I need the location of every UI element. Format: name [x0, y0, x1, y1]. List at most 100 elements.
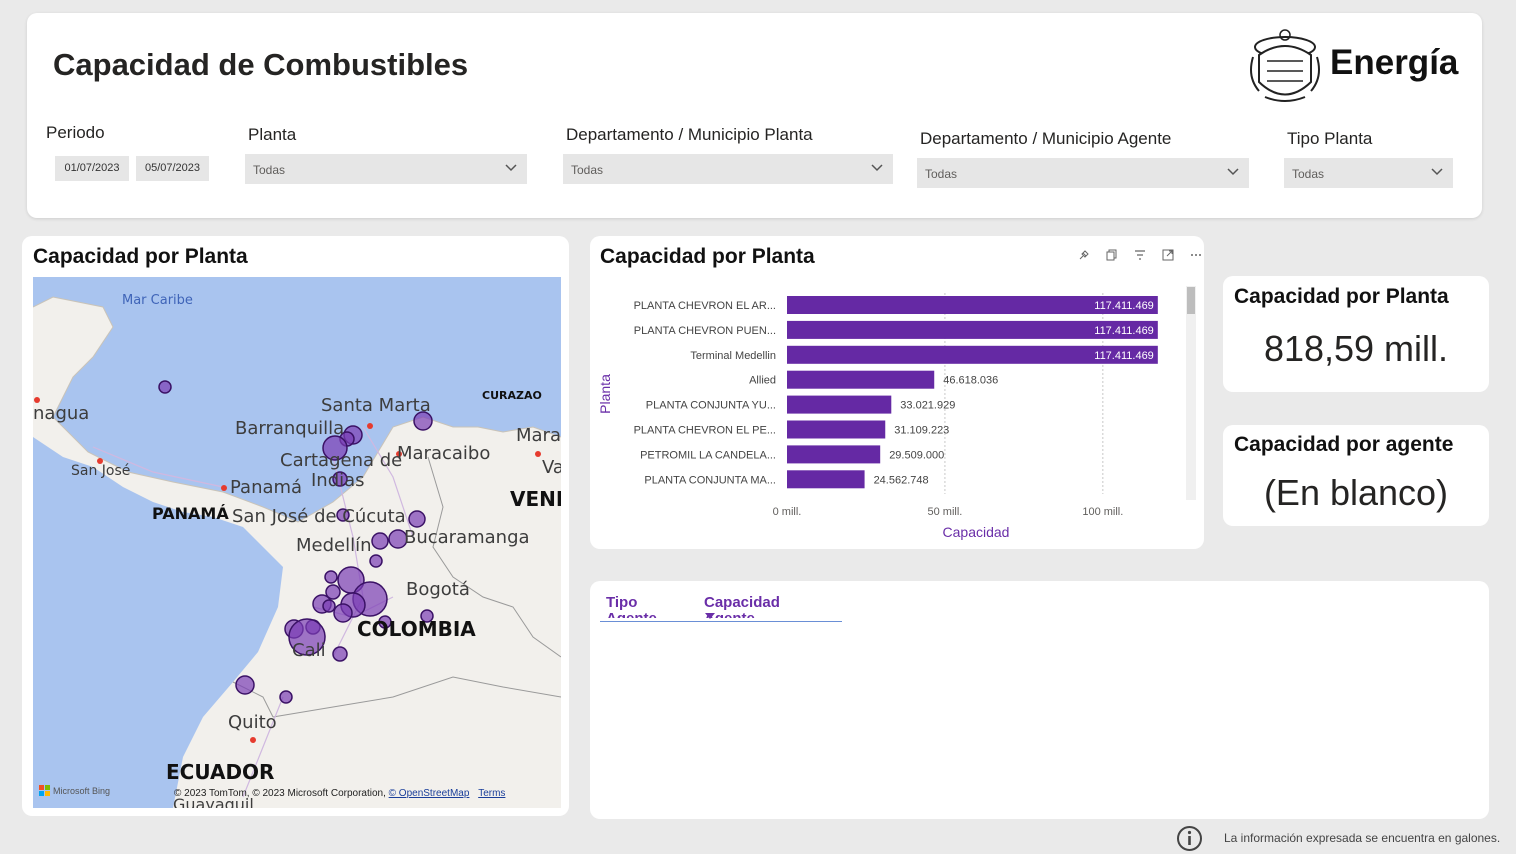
- map-label-medellin: Medellín: [296, 535, 372, 556]
- kpi-capacidad-planta: Capacidad por Planta 818,59 mill.: [1223, 276, 1489, 392]
- column-header-tipo-agente[interactable]: Tipo Agente: [606, 595, 657, 618]
- plant-bubble[interactable]: [332, 646, 348, 662]
- chevron-down-icon: [871, 164, 883, 172]
- plant-bubble[interactable]: [378, 615, 392, 629]
- city-dot: [221, 485, 227, 491]
- map-label-colombia: COLOMBIA: [357, 617, 476, 641]
- bubble-map[interactable]: Mar Caribe nagua Santa Marta CURAZAO Bar…: [33, 277, 561, 808]
- bar-chart-visual: Capacidad por Planta 0 mill. 50 mill. 100 …: [590, 236, 1204, 549]
- bar-chart-title: Capacidad por Planta: [600, 245, 815, 268]
- coastline: [33, 296, 561, 523]
- plant-bubble[interactable]: [158, 380, 172, 394]
- city-dot: [535, 451, 541, 457]
- plant-bubble[interactable]: [235, 675, 255, 695]
- map-label-maracaibo: Maracaibo: [397, 443, 491, 464]
- depto-agente-dropdown[interactable]: Todas: [917, 158, 1249, 188]
- column-header-capacidad-agente[interactable]: Capacidad Agente: [704, 595, 780, 618]
- x-tick-label: 0 mill.: [773, 506, 802, 518]
- plant-bubble[interactable]: [324, 570, 338, 584]
- map-label-curazao: CURAZAO: [482, 389, 542, 402]
- data-label: 46.618.036: [943, 375, 998, 387]
- planta-dropdown[interactable]: Todas: [245, 154, 527, 184]
- kpi-agente-title: Capacidad por agente: [1234, 433, 1454, 456]
- map-label-va: Va: [542, 457, 561, 478]
- y-category-label: PLANTA CONJUNTA MA...: [644, 474, 776, 486]
- focus-icon[interactable]: [1162, 249, 1174, 261]
- chevron-down-icon: [1227, 168, 1239, 176]
- plant-bubble[interactable]: [420, 609, 434, 623]
- x-tick-label: 100 mill.: [1082, 506, 1123, 518]
- map-visual: Capacidad por Planta: [22, 236, 569, 816]
- copy-icon[interactable]: [1106, 249, 1117, 261]
- map-label-santa-marta: Santa Marta: [321, 395, 431, 416]
- bar-chart: 0 mill. 50 mill. 100 mill. PLANTA CHEVRON E…: [597, 249, 1201, 540]
- pin-icon[interactable]: [1079, 250, 1089, 260]
- plant-bubble[interactable]: [322, 435, 348, 461]
- roads: [92, 426, 414, 798]
- bar[interactable]: [787, 470, 865, 489]
- map-label-indias: Indias: [311, 470, 365, 491]
- plant-bubble[interactable]: [371, 532, 389, 550]
- data-label: 29.509.000: [889, 449, 944, 461]
- plant-bubble[interactable]: [413, 411, 433, 431]
- map-label-venezuela: VENE: [510, 487, 561, 511]
- chevron-down-icon: [505, 164, 517, 172]
- map-label-cucuta: San José de Cúcuta: [232, 506, 406, 527]
- bar[interactable]: [787, 445, 881, 464]
- table-header-divider: [600, 621, 842, 622]
- map-label-cartagena: Cartagena de: [280, 450, 403, 471]
- page-title: Capacidad de Combustibles: [53, 47, 469, 82]
- data-label: 117.411.469: [1094, 350, 1154, 362]
- map-label-panama-city: Panamá: [230, 477, 303, 498]
- city-dot: [250, 737, 256, 743]
- bar[interactable]: [787, 320, 1158, 339]
- data-label: 117.411.469: [1094, 300, 1154, 312]
- bar[interactable]: [787, 420, 886, 439]
- y-category-label: PLANTA CHEVRON PUEN...: [634, 325, 776, 337]
- filter-icon[interactable]: [1135, 250, 1145, 260]
- city-dot: [34, 397, 40, 403]
- end-date-input[interactable]: 05/07/2023: [136, 156, 209, 181]
- plant-bubble[interactable]: [325, 584, 341, 600]
- plant-bubble[interactable]: [279, 690, 293, 704]
- plant-bubble[interactable]: [369, 554, 383, 568]
- plant-bubble[interactable]: [288, 618, 326, 656]
- terms-link[interactable]: Terms: [478, 788, 506, 799]
- x-axis-title: Capacidad: [943, 524, 1010, 540]
- plant-bubble[interactable]: [332, 471, 348, 487]
- plant-bubble[interactable]: [336, 508, 350, 522]
- info-icon: [1177, 826, 1202, 851]
- tipo-planta-dropdown[interactable]: Todas: [1284, 158, 1453, 188]
- map-label-mara: Mara: [516, 425, 561, 446]
- bar[interactable]: [787, 296, 1158, 314]
- depto-agente-label: Departamento / Municipio Agente: [920, 129, 1172, 148]
- tipo-planta-dropdown-value: Todas: [1292, 167, 1325, 181]
- scrollbar-thumb[interactable]: [1187, 287, 1195, 314]
- depto-agente-dropdown-value: Todas: [925, 167, 958, 181]
- map-attribution: © 2023 TomTom, © 2023 Microsoft Corporat…: [174, 788, 505, 799]
- y-axis-title: Planta: [597, 374, 613, 414]
- scrollbar-track[interactable]: [1186, 286, 1196, 500]
- osm-link[interactable]: © OpenStreetMap: [388, 788, 470, 799]
- planta-label: Planta: [248, 125, 297, 144]
- y-category-label: Terminal Medellin: [690, 350, 776, 362]
- map-label-quito: Quito: [228, 712, 277, 733]
- plant-bubble[interactable]: [333, 603, 353, 623]
- plant-bubble[interactable]: [408, 510, 426, 528]
- kpi-planta-title: Capacidad por Planta: [1234, 285, 1449, 308]
- agent-table: Tipo Agente Capacidad Agente: [590, 581, 1489, 819]
- microsoft-logo-icon: [39, 785, 50, 796]
- plant-bubble[interactable]: [322, 599, 336, 613]
- bar[interactable]: [787, 395, 892, 414]
- start-date-input[interactable]: 01/07/2023: [55, 156, 129, 181]
- depto-planta-dropdown[interactable]: Todas: [563, 154, 893, 184]
- tipo-planta-label: Tipo Planta: [1287, 129, 1373, 148]
- kpi-planta-value: 818,59 mill.: [1263, 328, 1449, 369]
- bar[interactable]: [787, 370, 935, 389]
- bar[interactable]: [787, 345, 1158, 364]
- x-tick-label: 50 mill.: [927, 506, 962, 518]
- y-category-label: PETROMIL LA CANDELA...: [640, 449, 776, 461]
- more-options-icon[interactable]: [1191, 254, 1201, 256]
- plant-bubble[interactable]: [388, 529, 408, 549]
- logo: Energía: [1245, 27, 1470, 105]
